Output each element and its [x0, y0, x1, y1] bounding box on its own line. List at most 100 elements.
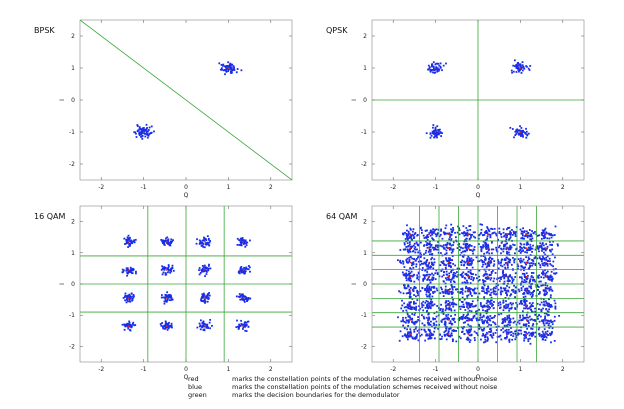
- noisy-point: [407, 238, 409, 241]
- noisy-point: [200, 298, 202, 301]
- noisy-point: [548, 320, 551, 323]
- noisy-point: [528, 291, 531, 294]
- noisy-point: [507, 266, 509, 269]
- noisy-point: [421, 322, 424, 325]
- noisy-point: [428, 248, 431, 251]
- noisy-point: [409, 316, 411, 319]
- noisy-point: [202, 243, 205, 245]
- noisy-point: [482, 255, 485, 257]
- noisy-point: [511, 277, 514, 280]
- noisy-point: [504, 329, 507, 332]
- legend-text-red: marks the constellation points of the mo…: [232, 375, 498, 383]
- noisy-point: [223, 65, 226, 68]
- noisy-point: [509, 236, 512, 239]
- noisy-point: [531, 328, 534, 330]
- noisy-point: [509, 230, 512, 233]
- noisy-point: [435, 235, 438, 238]
- noisy-point: [523, 279, 526, 282]
- noisy-point: [527, 232, 529, 234]
- noisy-point: [520, 302, 523, 305]
- noisy-point: [171, 326, 173, 329]
- noisy-point: [481, 265, 484, 268]
- noisy-point: [461, 289, 464, 291]
- noisy-point: [448, 259, 451, 262]
- noisy-point: [506, 264, 509, 267]
- noisy-point: [414, 251, 417, 254]
- noisy-point: [521, 280, 523, 283]
- noisy-point: [405, 279, 408, 282]
- noisy-point: [201, 264, 204, 267]
- noisy-point: [515, 231, 517, 233]
- noisy-point: [147, 134, 150, 137]
- noisy-point: [488, 319, 491, 321]
- noisy-point: [416, 248, 418, 251]
- noisy-point: [411, 257, 414, 260]
- noisy-point: [442, 262, 445, 265]
- noisy-point: [467, 255, 470, 258]
- noisy-point: [506, 306, 509, 309]
- noisy-point: [407, 315, 410, 318]
- noisy-point: [482, 240, 485, 243]
- noisy-point: [429, 331, 432, 334]
- noisy-point: [126, 267, 129, 270]
- noisy-point: [531, 324, 534, 327]
- noisy-point: [484, 310, 487, 312]
- noisy-point: [532, 278, 534, 281]
- noisy-point: [426, 271, 429, 273]
- noisy-point: [523, 330, 526, 333]
- noisy-point: [504, 233, 507, 235]
- noisy-point: [165, 294, 167, 297]
- noisy-point: [505, 300, 507, 302]
- noisy-point: [438, 133, 440, 136]
- noisy-point: [433, 337, 436, 340]
- noisy-point: [484, 305, 487, 308]
- noisy-point: [471, 266, 474, 269]
- noisy-point: [542, 273, 544, 276]
- noisy-point: [132, 321, 135, 324]
- noisy-point: [458, 227, 460, 230]
- noisy-point: [441, 318, 444, 321]
- noisy-point: [506, 280, 509, 282]
- noisy-point: [553, 339, 556, 342]
- noisy-point: [449, 335, 452, 338]
- noisy-point: [450, 271, 453, 274]
- noisy-point: [432, 133, 435, 135]
- noisy-point: [141, 129, 144, 131]
- noisy-point: [407, 278, 410, 281]
- noisy-point: [469, 329, 472, 332]
- noisy-point: [452, 319, 455, 322]
- noisy-point: [500, 233, 503, 235]
- noisy-point: [534, 335, 537, 338]
- noisy-point: [462, 271, 465, 274]
- ideal-point: [506, 247, 509, 250]
- noisy-point: [419, 256, 422, 259]
- noisy-point: [502, 301, 505, 304]
- noisy-point: [478, 269, 481, 272]
- noisy-point: [128, 293, 131, 296]
- noisy-point: [452, 226, 454, 229]
- noisy-point: [521, 319, 524, 321]
- noisy-point: [449, 243, 452, 246]
- noisy-point: [125, 301, 128, 304]
- noisy-point: [437, 131, 439, 134]
- noisy-point: [480, 338, 482, 341]
- noisy-point: [485, 291, 488, 294]
- noisy-point: [236, 68, 239, 70]
- ideal-point: [428, 261, 431, 264]
- noisy-point: [502, 250, 505, 253]
- noisy-point: [429, 323, 432, 326]
- noisy-point: [463, 281, 466, 284]
- noisy-point: [510, 331, 513, 333]
- noisy-point: [408, 232, 410, 235]
- noisy-point: [447, 330, 450, 332]
- noisy-point: [125, 295, 128, 298]
- noisy-point: [467, 313, 469, 316]
- noisy-point: [126, 239, 129, 242]
- noisy-point: [409, 274, 412, 277]
- x-tick-label: 1: [226, 366, 230, 373]
- noisy-point: [520, 329, 522, 332]
- noisy-point: [468, 257, 471, 260]
- noisy-point: [446, 318, 449, 321]
- noisy-point: [405, 233, 408, 236]
- noisy-point: [523, 289, 526, 292]
